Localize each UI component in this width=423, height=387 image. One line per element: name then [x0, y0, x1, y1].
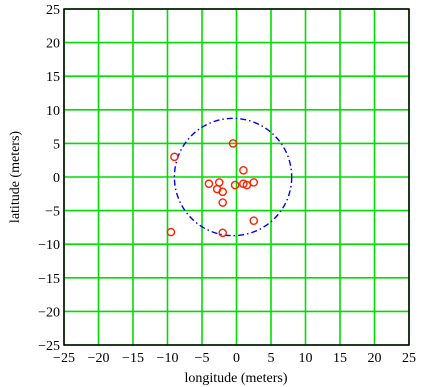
y-tick-label: 15 — [46, 70, 60, 85]
x-tick-label: −20 — [88, 351, 110, 366]
y-tick-label: 10 — [46, 104, 60, 119]
radius-circle-layer — [173, 117, 293, 237]
x-tick-label: 25 — [402, 351, 416, 366]
x-tick-labels: −25 −20 −15 −10 −5 0 5 10 15 20 25 — [53, 351, 416, 366]
x-tick-label: −15 — [122, 351, 144, 366]
y-tick-label: −20 — [38, 305, 60, 320]
x-tick-label: −10 — [157, 351, 179, 366]
x-tick-label: 20 — [368, 351, 382, 366]
x-axis-label: longitude (meters) — [184, 371, 287, 386]
data-point — [170, 152, 179, 162]
y-tick-label: −15 — [38, 272, 60, 287]
data-point — [230, 180, 240, 190]
y-tick-label: −25 — [38, 339, 60, 354]
data-point — [239, 165, 248, 175]
y-tick-label: −5 — [45, 205, 60, 220]
points-layer — [166, 139, 259, 238]
data-point — [218, 198, 227, 207]
x-tick-label: 15 — [333, 351, 347, 366]
data-point — [249, 178, 259, 187]
x-tick-label: 10 — [299, 351, 313, 366]
x-tick-label: 0 — [233, 351, 240, 366]
y-tick-labels: 25 20 15 10 5 0 −5 −10 −15 −20 −25 — [38, 3, 60, 354]
radius-circle — [173, 117, 293, 237]
y-tick-label: −10 — [38, 238, 60, 253]
y-tick-label: 20 — [46, 37, 60, 52]
y-tick-label: 25 — [46, 3, 60, 18]
data-point — [228, 139, 238, 148]
plot-frame — [63, 8, 410, 346]
y-tick-label: 5 — [53, 137, 60, 152]
y-axis-label: latitude (meters) — [8, 131, 23, 223]
data-point — [204, 179, 214, 189]
x-tick-label: −25 — [53, 351, 75, 366]
x-tick-label: −5 — [195, 351, 210, 366]
data-point — [218, 187, 227, 197]
data-point — [249, 216, 259, 225]
x-tick-label: 5 — [268, 351, 275, 366]
y-tick-label: 0 — [53, 171, 60, 186]
data-point — [166, 227, 176, 237]
data-point — [218, 228, 227, 238]
